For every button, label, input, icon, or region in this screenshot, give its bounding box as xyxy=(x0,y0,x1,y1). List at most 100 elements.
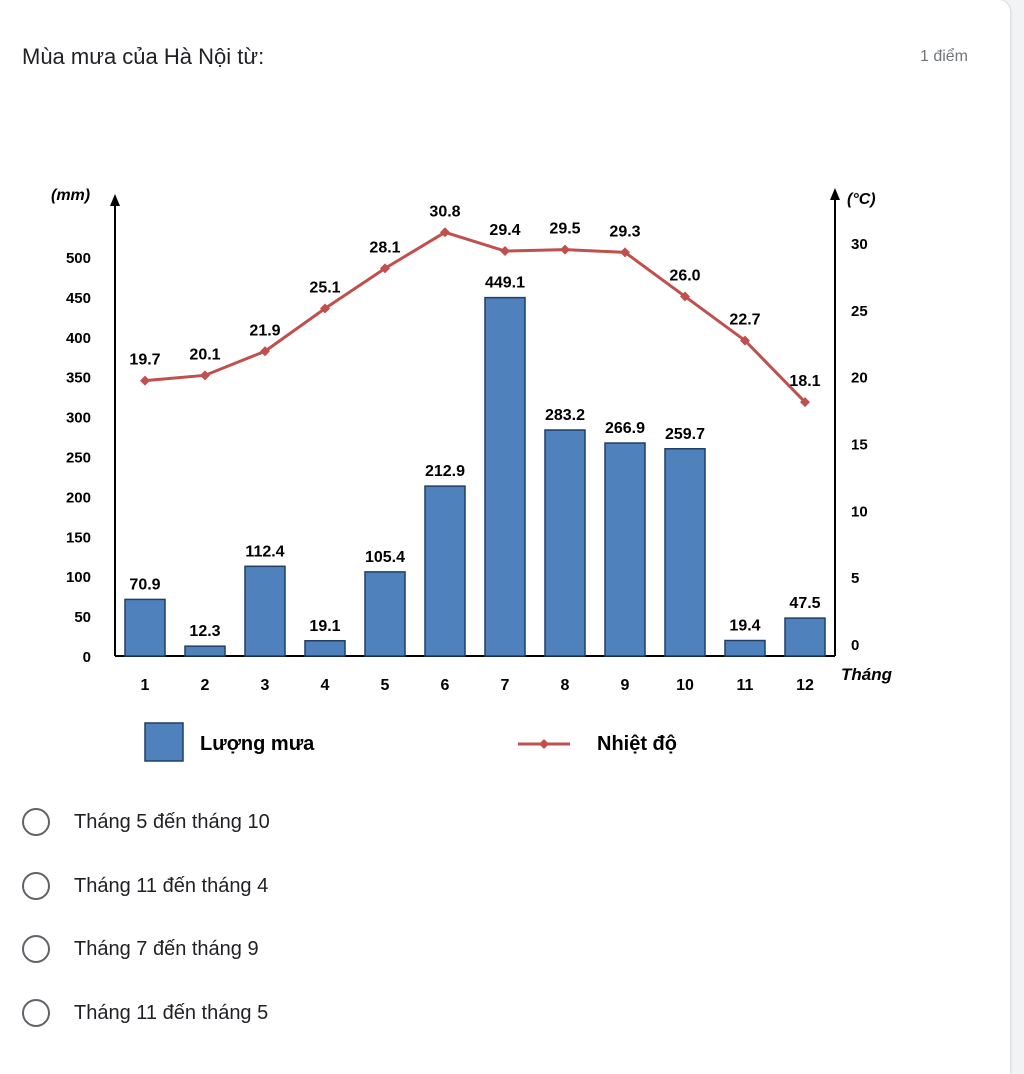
y-tick-right: 0 xyxy=(851,637,859,654)
x-tick-label: 2 xyxy=(201,677,210,694)
rainfall-bar xyxy=(184,645,226,657)
option-1[interactable]: Tháng 5 đến tháng 10 xyxy=(22,802,270,842)
rainfall-value-label: 259.7 xyxy=(665,426,705,443)
question-points: 1 điểm xyxy=(919,48,968,65)
rainfall-value-label: 70.9 xyxy=(129,576,160,593)
rainfall-bar xyxy=(724,639,766,657)
rainfall-bar xyxy=(304,640,346,657)
x-tick-label: 12 xyxy=(796,677,814,694)
temperature-point xyxy=(200,370,210,381)
question-title: Mùa mưa của Hà Nội từ: xyxy=(22,44,265,69)
temperature-point xyxy=(320,303,330,314)
y-tick-left: 200 xyxy=(66,489,91,506)
y-axis-left-arrow xyxy=(110,194,120,206)
temperature-point xyxy=(260,346,270,357)
chart-image: (mm) (°C) Tháng 0 50 100 150 200 250 300 350 400 450… xyxy=(40,170,920,770)
y-tick-left: 500 xyxy=(66,250,91,267)
rainfall-value-label: 283.2 xyxy=(545,407,585,424)
temperature-value-label: 19.7 xyxy=(129,352,160,369)
y-tick-right: 5 xyxy=(851,570,859,587)
x-tick-label: 4 xyxy=(321,677,330,694)
y-tick-left: 450 xyxy=(66,290,91,307)
legend-rainfall-label: Lượng mưa xyxy=(200,733,315,755)
rainfall-value-label: 212.9 xyxy=(425,463,465,480)
rainfall-value-label: 266.9 xyxy=(605,420,645,437)
rainfall-bar xyxy=(664,448,706,657)
temperature-value-label: 22.7 xyxy=(729,312,760,329)
rainfall-value-label: 19.1 xyxy=(309,618,340,635)
rainfall-bar xyxy=(484,296,526,657)
y-tick-left: 100 xyxy=(66,569,91,586)
y-tick-right: 25 xyxy=(851,303,868,320)
x-tick-label: 11 xyxy=(737,677,754,694)
radio-button[interactable] xyxy=(22,935,50,963)
y-axis-right-label: (°C) xyxy=(847,191,876,208)
rainfall-bar xyxy=(124,598,166,657)
y-tick-left: 150 xyxy=(66,529,91,546)
rainfall-bar xyxy=(544,429,586,657)
radio-button[interactable] xyxy=(22,999,50,1027)
rainfall-value-label: 112.4 xyxy=(245,543,284,560)
temperature-point xyxy=(740,335,750,346)
rainfall-value-label: 105.4 xyxy=(365,549,405,566)
rainfall-value-label: 12.3 xyxy=(189,623,220,640)
temperature-value-label: 25.1 xyxy=(309,279,340,296)
temperature-point xyxy=(140,375,150,386)
y-tick-right: 30 xyxy=(851,236,868,253)
rainfall-value-label: 47.5 xyxy=(789,595,820,612)
temperature-value-label: 21.9 xyxy=(249,322,280,339)
y-tick-left: 300 xyxy=(66,410,91,427)
option-label: Tháng 7 đến tháng 9 xyxy=(74,937,259,960)
rainfall-bar xyxy=(424,485,466,657)
temperature-value-label: 26.0 xyxy=(669,267,700,284)
y-tick-right: 10 xyxy=(851,503,868,520)
rainfall-value-label: 19.4 xyxy=(729,618,760,635)
option-3[interactable]: Tháng 7 đến tháng 9 xyxy=(22,929,259,969)
x-tick-label: 1 xyxy=(141,677,150,694)
y-tick-right: 15 xyxy=(851,437,868,454)
temperature-value-label: 18.1 xyxy=(789,373,820,390)
temperature-value-label: 30.8 xyxy=(429,203,460,220)
temperature-point xyxy=(560,244,570,255)
temperature-line xyxy=(144,230,807,404)
y-tick-left: 400 xyxy=(66,330,91,347)
temperature-value-label: 28.1 xyxy=(369,239,400,256)
x-axis-label: Tháng xyxy=(841,665,893,684)
rainfall-bar xyxy=(244,565,286,657)
legend-rainfall-swatch xyxy=(144,722,184,762)
y-axis-right-arrow xyxy=(830,188,840,200)
temperature-value-label: 29.4 xyxy=(489,222,520,239)
temperature-value-label: 20.1 xyxy=(189,346,220,363)
y-tick-left: 50 xyxy=(74,609,91,626)
temperature-point xyxy=(380,263,390,274)
y-tick-right: 20 xyxy=(851,370,868,387)
y-tick-left: 250 xyxy=(66,450,91,467)
temperature-point xyxy=(620,247,630,258)
option-2[interactable]: Tháng 11 đến tháng 4 xyxy=(22,866,268,906)
rainfall-value-label: 449.1 xyxy=(485,275,525,292)
x-tick-label: 3 xyxy=(261,677,270,694)
option-label: Tháng 5 đến tháng 10 xyxy=(74,810,270,833)
option-4[interactable]: Tháng 11 đến tháng 5 xyxy=(22,993,268,1033)
radio-button[interactable] xyxy=(22,808,50,836)
temperature-point xyxy=(500,246,510,257)
option-label: Tháng 11 đến tháng 5 xyxy=(74,1001,269,1024)
rainfall-temperature-chart: (mm) (°C)Tháng050100150200250300350400450… xyxy=(51,187,893,762)
y-tick-left: 0 xyxy=(83,649,91,666)
temperature-value-label: 29.3 xyxy=(609,223,640,240)
x-tick-label: 9 xyxy=(621,677,630,694)
y-tick-left: 350 xyxy=(66,370,91,387)
y-axis-left-label: (mm) xyxy=(51,187,90,204)
x-tick-label: 10 xyxy=(676,677,694,694)
rainfall-bar xyxy=(784,617,826,657)
x-tick-label: 8 xyxy=(561,677,570,694)
legend-temperature-label: Nhiệt độ xyxy=(597,733,677,755)
temperature-point xyxy=(440,227,450,238)
legend-temperature-marker xyxy=(539,739,549,749)
x-tick-label: 7 xyxy=(501,677,510,694)
radio-button[interactable] xyxy=(22,872,50,900)
temperature-point xyxy=(680,291,690,302)
temperature-value-label: 29.5 xyxy=(549,221,580,238)
option-label: Tháng 11 đến tháng 4 xyxy=(74,874,269,897)
